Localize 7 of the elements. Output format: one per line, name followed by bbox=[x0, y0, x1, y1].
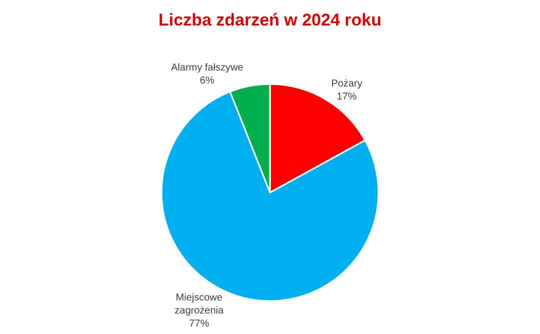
data-label: 6% bbox=[200, 75, 214, 86]
slice-label: Miejscowe zagrożenia bbox=[174, 292, 224, 316]
slice-label: Pożary bbox=[331, 78, 362, 90]
chart-title: Liczba zdarzeń w 2024 roku bbox=[158, 10, 382, 30]
slice-label: Alarmy fałszywe bbox=[171, 62, 244, 74]
data-label: 17% bbox=[336, 91, 357, 102]
data-label: 77% bbox=[189, 318, 210, 330]
